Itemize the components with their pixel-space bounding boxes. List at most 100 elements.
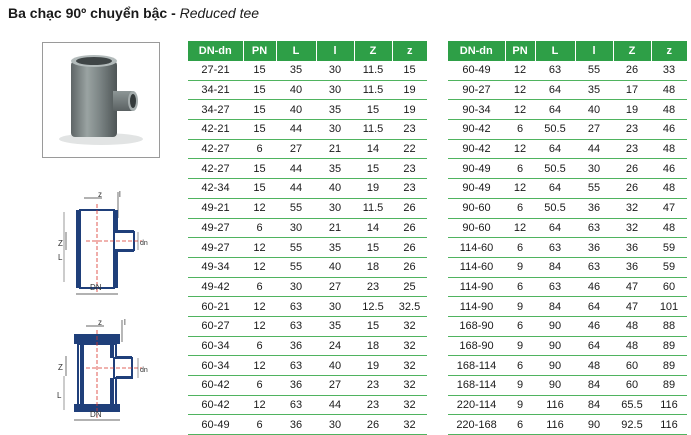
table-cell: 26 xyxy=(392,237,427,258)
table-cell: 32.5 xyxy=(392,296,427,317)
table-cell: 63 xyxy=(535,61,575,81)
table-cell: 60 xyxy=(613,375,651,396)
dim-dn-label: dn xyxy=(140,367,148,374)
table-cell: 12 xyxy=(243,395,276,416)
table-cell: 26 xyxy=(613,61,651,81)
table-cell: 12.5 xyxy=(354,296,392,317)
table-row: 34-21 15 40 30 11.5 19 xyxy=(188,80,427,101)
table-cell: 220-114 xyxy=(448,395,505,416)
table-cell: 6 xyxy=(505,277,535,298)
table-cell: 23 xyxy=(392,119,427,140)
table-cell: 26 xyxy=(613,158,651,180)
table-cell: 63 xyxy=(276,316,316,337)
table-cell: 36 xyxy=(276,414,316,435)
table-cell: 63 xyxy=(535,237,575,258)
table-cell: 64 xyxy=(535,178,575,199)
table-row: 60-42 6 36 27 23 32 xyxy=(188,375,427,396)
table-cell: 36 xyxy=(276,336,316,357)
table-cell: 49-42 xyxy=(188,277,243,298)
table-row: 114-90 6 63 46 47 60 xyxy=(448,277,687,298)
table-cell: 35 xyxy=(316,237,354,258)
table-cell: 48 xyxy=(613,316,651,337)
table-cell: 49-34 xyxy=(188,257,243,278)
table-cell: 90-42 xyxy=(448,139,505,160)
column-header: PN xyxy=(505,41,536,61)
table-cell: 63 xyxy=(575,257,613,278)
table-row: 49-42 6 30 27 23 25 xyxy=(188,277,427,298)
table-cell: 60 xyxy=(651,277,687,298)
table-cell: 12 xyxy=(243,257,276,278)
table-cell: 32 xyxy=(392,355,427,376)
table-cell: 35 xyxy=(276,61,316,81)
table-cell: 36 xyxy=(575,198,613,219)
table-cell: 55 xyxy=(276,198,316,219)
table-cell: 50.5 xyxy=(535,158,575,180)
table-cell: 15 xyxy=(354,237,392,258)
table-cell: 19 xyxy=(354,355,392,376)
table-cell: 15 xyxy=(354,158,392,180)
table-cell: 6 xyxy=(505,198,535,219)
table-cell: 14 xyxy=(354,139,392,160)
table-cell: 12 xyxy=(243,296,276,317)
table-cell: 42-21 xyxy=(188,119,243,140)
table-cell: 90-27 xyxy=(448,80,505,101)
table-cell: 40 xyxy=(276,80,316,101)
table-cell: 64 xyxy=(535,99,575,121)
table-cell: 32 xyxy=(613,218,651,239)
table-cell: 40 xyxy=(276,99,316,121)
table-cell: 21 xyxy=(316,139,354,160)
table-row: 49-21 12 55 30 11.5 26 xyxy=(188,198,427,219)
spec-table-left: DN-dn PN L l Z z 27-21 15 35 30 11.5 15 34-21 1… xyxy=(188,41,427,435)
table-cell: 60-42 xyxy=(188,375,243,396)
table-cell: 30 xyxy=(276,277,316,298)
table-cell: 47 xyxy=(651,198,687,219)
table-cell: 23 xyxy=(354,395,392,416)
table-cell: 30 xyxy=(316,198,354,219)
table-row: 90-27 12 64 35 17 48 xyxy=(448,80,687,101)
table-cell: 32 xyxy=(613,198,651,219)
table-cell: 49-21 xyxy=(188,198,243,219)
table-cell: 12 xyxy=(505,218,535,239)
table-cell: 6 xyxy=(243,139,276,160)
table-cell: 36 xyxy=(575,237,613,258)
table-cell: 84 xyxy=(575,395,613,416)
table-cell: 35 xyxy=(575,80,613,101)
dim-l-label: l xyxy=(119,190,121,199)
table-cell: 6 xyxy=(505,158,535,180)
table-cell: 90 xyxy=(535,375,575,396)
table-row: 168-90 9 90 64 48 89 xyxy=(448,336,687,357)
table-cell: 15 xyxy=(243,119,276,140)
table-cell: 6 xyxy=(505,316,535,337)
table-cell: 19 xyxy=(392,80,427,101)
table-cell: 48 xyxy=(651,218,687,239)
table-cell: 64 xyxy=(535,80,575,101)
table-row: 168-114 9 90 84 60 89 xyxy=(448,375,687,396)
table-cell: 44 xyxy=(316,395,354,416)
column-header: L xyxy=(535,41,576,61)
table-cell: 60-34 xyxy=(188,336,243,357)
table-cell: 12 xyxy=(505,178,535,199)
table-cell: 114-90 xyxy=(448,296,505,317)
table-cell: 84 xyxy=(575,375,613,396)
reduced-tee-drawing-top: z l Z L dn DN xyxy=(58,190,148,295)
table-cell: 42-27 xyxy=(188,139,243,160)
table-row: 114-90 9 84 64 47 101 xyxy=(448,296,687,317)
table-cell: 64 xyxy=(535,139,575,160)
table-cell: 63 xyxy=(276,355,316,376)
table-row: 60-49 12 63 55 26 33 xyxy=(448,61,687,81)
table-cell: 65.5 xyxy=(613,395,651,416)
table-cell: 12 xyxy=(505,99,535,121)
table-cell: 22 xyxy=(392,139,427,160)
dim-L-label: L xyxy=(58,253,63,262)
table-cell: 32 xyxy=(392,316,427,337)
table-cell: 18 xyxy=(354,336,392,357)
table-cell: 60 xyxy=(613,355,651,376)
table-cell: 168-114 xyxy=(448,375,505,396)
product-photo xyxy=(42,42,160,158)
table-cell: 26 xyxy=(613,178,651,199)
table-header-row: DN-dn PN L l Z z xyxy=(448,41,687,61)
table-cell: 48 xyxy=(651,80,687,101)
table-cell: 21 xyxy=(316,218,354,239)
table-cell: 35 xyxy=(316,316,354,337)
table-cell: 90-49 xyxy=(448,178,505,199)
